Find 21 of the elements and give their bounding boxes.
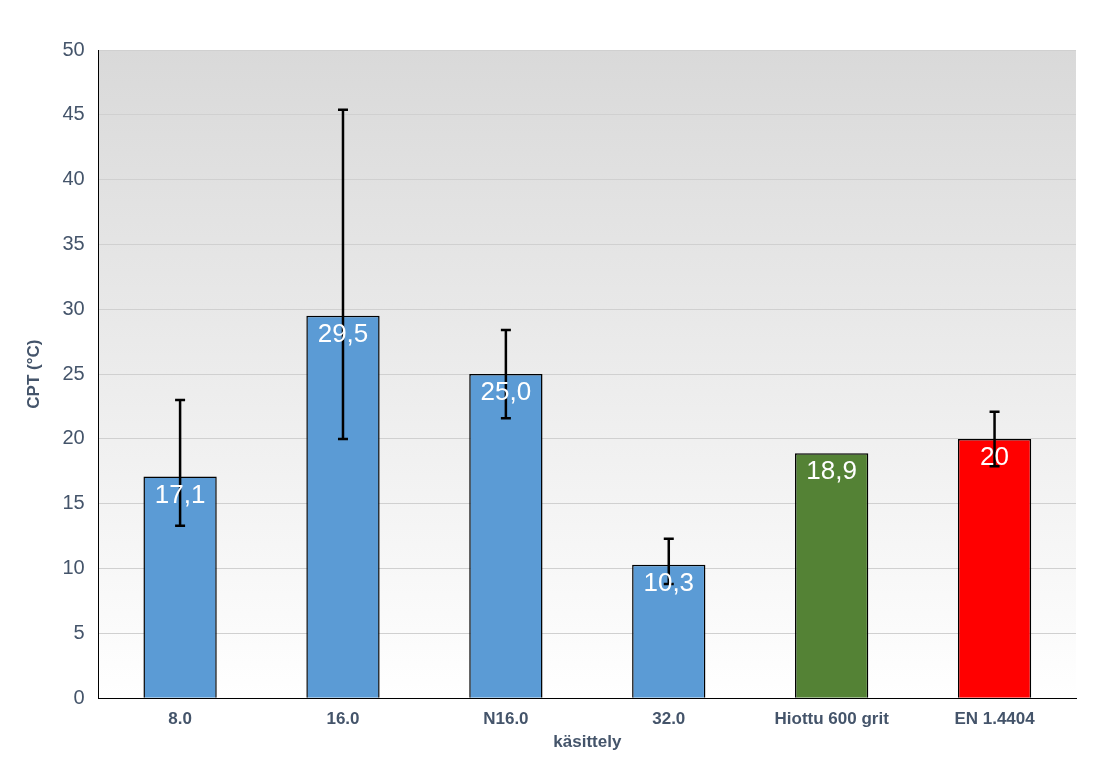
y-tick-label: 45 [62,102,85,125]
x-tick-label: N16.0 [483,709,529,729]
x-tick-label: 8.0 [168,709,192,729]
y-tick-label: 30 [62,296,85,319]
x-tick-label: 32.0 [652,709,686,729]
y-tick-label: 10 [62,556,85,579]
y-tick-label: 25 [62,361,85,384]
y-axis-title: CPT (°C) [23,339,43,409]
x-tick-label: EN 1.4404 [954,709,1036,729]
y-tick-label: 20 [62,426,85,449]
y-tick-label: 50 [62,37,85,60]
x-tick-label: 16.0 [326,709,360,729]
y-tick-label: 40 [62,167,85,190]
y-tick-label: 35 [62,231,85,254]
x-axis-title: käsittely [553,732,622,752]
data-label: 18,9 [806,455,857,486]
y-tick-label: 0 [73,685,85,708]
x-tick-label: Hiottu 600 grit [774,709,890,729]
y-tick-label: 15 [62,491,85,514]
y-tick-label: 5 [73,620,85,643]
data-label: 10,3 [643,566,695,597]
